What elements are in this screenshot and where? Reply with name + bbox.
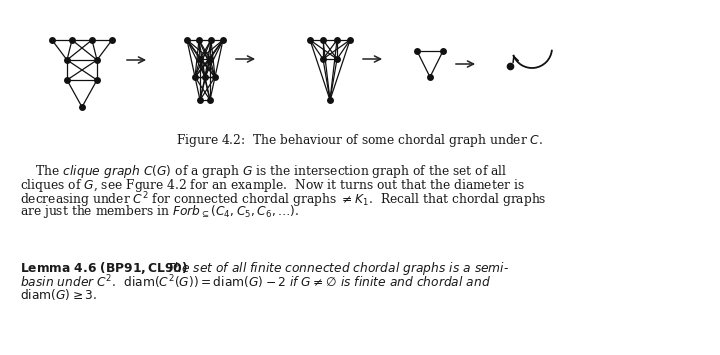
Text: decreasing under $C^2$ for connected chordal graphs $\neq K_1$.  Recall that cho: decreasing under $C^2$ for connected cho… <box>20 190 546 209</box>
Text: The $\mathit{clique\ graph}$ $C(G)$ of a graph $G$ is the intersection graph of : The $\mathit{clique\ graph}$ $C(G)$ of a… <box>20 163 507 180</box>
Text: Figure 4.2:  The behaviour of some chordal graph under $C$.: Figure 4.2: The behaviour of some chorda… <box>176 132 544 149</box>
Text: $\mathit{The\ set\ of\ all\ finite\ connected\ chordal\ graphs\ is\ a\ semi\text: $\mathit{The\ set\ of\ all\ finite\ conn… <box>166 260 509 277</box>
Text: cliques of $G$, see Fgure 4.2 for an example.  Now it turns out that the diamete: cliques of $G$, see Fgure 4.2 for an exa… <box>20 176 525 193</box>
Text: are just the members in $\mathit{Forb}_{\subseteq}(C_4, C_5, C_6,\ldots)$.: are just the members in $\mathit{Forb}_{… <box>20 203 299 220</box>
Text: $\mathrm{diam}(G) \geq 3$.: $\mathrm{diam}(G) \geq 3$. <box>20 287 97 302</box>
Text: $\mathbf{Lemma\ 4.6\ (BP91,CL90)}$: $\mathbf{Lemma\ 4.6\ (BP91,CL90)}$ <box>20 260 188 276</box>
Text: $\mathit{basin\ under}$ $C^2$.  $\mathrm{diam}(C^2(G)) = \mathrm{diam}(G) - 2$ $: $\mathit{basin\ under}$ $C^2$. $\mathrm{… <box>20 273 491 291</box>
